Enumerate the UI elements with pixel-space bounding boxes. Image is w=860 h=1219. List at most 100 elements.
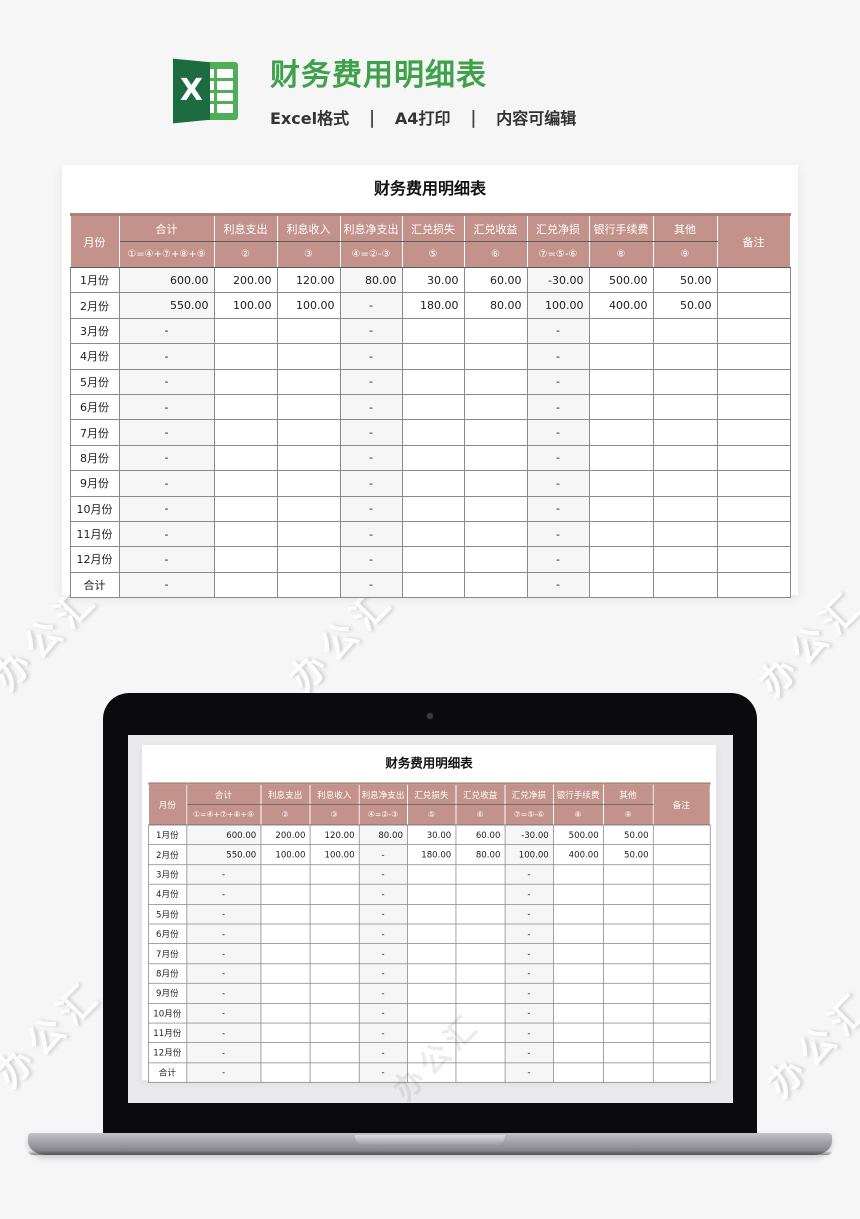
- expense-table: 月份 合计 利息支出 利息收入 利息净支出 汇兑损失 汇兑收益 汇兑净损 银行手续费 其他 备注 ①=…: [69, 213, 791, 599]
- sheet-title: 财务费用明细表: [373, 179, 486, 198]
- value-cell: 100.00: [309, 844, 360, 865]
- value-cell: 500.00: [552, 824, 604, 846]
- value-cell: -: [339, 546, 403, 573]
- value-cell: [401, 470, 465, 497]
- value-cell: [463, 419, 528, 446]
- value-cell: [652, 844, 711, 865]
- table-row: 5月份 - - -: [147, 903, 711, 925]
- value-cell: -: [358, 844, 408, 865]
- value-cell: [401, 520, 465, 548]
- value-cell: [588, 495, 654, 522]
- value-cell: [401, 495, 465, 522]
- value-cell: [716, 292, 791, 319]
- value-cell: [463, 368, 528, 395]
- value-cell: [652, 824, 711, 846]
- value-cell: [213, 546, 278, 573]
- month-cell: 2月份: [69, 292, 120, 319]
- value-cell: [401, 368, 465, 395]
- col-header-9: 其他: [602, 782, 654, 806]
- col-formula-2: ②: [213, 241, 278, 268]
- page-title: 财务费用明细表: [270, 58, 487, 93]
- value-cell: [276, 571, 341, 599]
- col-header-0: 月份: [69, 213, 120, 268]
- value-cell: [260, 943, 311, 964]
- value-cell: [652, 1042, 711, 1064]
- page-header: X 财务费用明细表 Excel格式 | A4打印 | 内容可编辑: [0, 0, 860, 150]
- value-cell: -: [504, 982, 554, 1004]
- value-cell: 100.00: [526, 292, 590, 319]
- value-cell: [260, 903, 311, 925]
- value-cell: -: [526, 419, 590, 446]
- value-cell: [716, 419, 791, 446]
- value-cell: 400.00: [552, 844, 604, 865]
- table-row: 8月份 - - -: [69, 444, 791, 472]
- value-cell: -: [118, 393, 215, 421]
- col-formula-1: ①=④+⑦+⑧+⑨: [118, 241, 215, 268]
- table-row: 合计 - - -: [147, 1062, 711, 1083]
- value-cell: -: [526, 571, 590, 599]
- value-cell: -: [186, 943, 261, 964]
- value-cell: [716, 520, 791, 548]
- value-cell: -: [339, 343, 403, 370]
- col-header-4: 利息净支出: [358, 782, 408, 806]
- value-cell: -30.00: [526, 266, 590, 294]
- col-header-5: 汇兑损失: [401, 213, 465, 242]
- value-cell: [716, 266, 791, 294]
- value-cell: [652, 444, 718, 472]
- value-cell: -: [358, 1022, 408, 1044]
- value-cell: [309, 1042, 360, 1064]
- value-cell: [652, 943, 711, 964]
- value-cell: [406, 963, 456, 984]
- value-cell: [602, 1002, 654, 1024]
- month-cell: 3月份: [147, 864, 187, 885]
- table-body: 1月份 600.00 200.00 120.00 80.00 30.00 60.00 -30.…: [147, 824, 711, 1083]
- value-cell: -: [526, 520, 590, 548]
- value-cell: [455, 982, 506, 1004]
- value-cell: 50.00: [652, 266, 718, 294]
- value-cell: [652, 368, 718, 395]
- value-cell: -: [339, 571, 403, 599]
- value-cell: [406, 883, 456, 905]
- value-cell: [260, 923, 311, 945]
- col-header-8: 银行手续费: [552, 782, 604, 806]
- value-cell: -: [339, 495, 403, 522]
- value-cell: [213, 368, 278, 395]
- value-cell: 550.00: [118, 292, 215, 319]
- value-cell: 50.00: [602, 824, 654, 846]
- value-cell: -: [186, 903, 261, 925]
- value-cell: [652, 571, 718, 599]
- value-cell: -: [186, 923, 261, 945]
- month-cell: 合计: [69, 571, 120, 599]
- value-cell: [213, 317, 278, 345]
- value-cell: [552, 943, 604, 964]
- value-cell: 100.00: [276, 292, 341, 319]
- value-cell: [260, 963, 311, 984]
- value-cell: [552, 1062, 604, 1083]
- value-cell: [552, 1002, 604, 1024]
- value-cell: [276, 470, 341, 497]
- value-cell: [588, 368, 654, 395]
- month-cell: 7月份: [69, 419, 120, 446]
- value-cell: [652, 393, 718, 421]
- value-cell: [213, 571, 278, 599]
- value-cell: -: [358, 923, 408, 945]
- value-cell: -: [526, 343, 590, 370]
- month-cell: 6月份: [69, 393, 120, 421]
- watermark: 办公汇: [0, 973, 111, 1096]
- value-cell: -: [118, 317, 215, 345]
- value-cell: -: [339, 470, 403, 497]
- value-cell: [652, 1022, 711, 1044]
- col-header-6: 汇兑收益: [463, 213, 528, 242]
- value-cell: [276, 343, 341, 370]
- value-cell: -: [504, 963, 554, 984]
- value-cell: [309, 1062, 360, 1083]
- value-cell: [260, 1042, 311, 1064]
- sheet-title: 财务费用明细表: [385, 755, 473, 771]
- month-cell: 5月份: [147, 903, 187, 925]
- value-cell: [260, 1002, 311, 1024]
- table-row: 6月份 - - -: [147, 923, 711, 945]
- value-cell: [602, 1062, 654, 1083]
- value-cell: 500.00: [588, 266, 654, 294]
- value-cell: [716, 343, 791, 370]
- subtitle-print: A4打印: [394, 109, 451, 128]
